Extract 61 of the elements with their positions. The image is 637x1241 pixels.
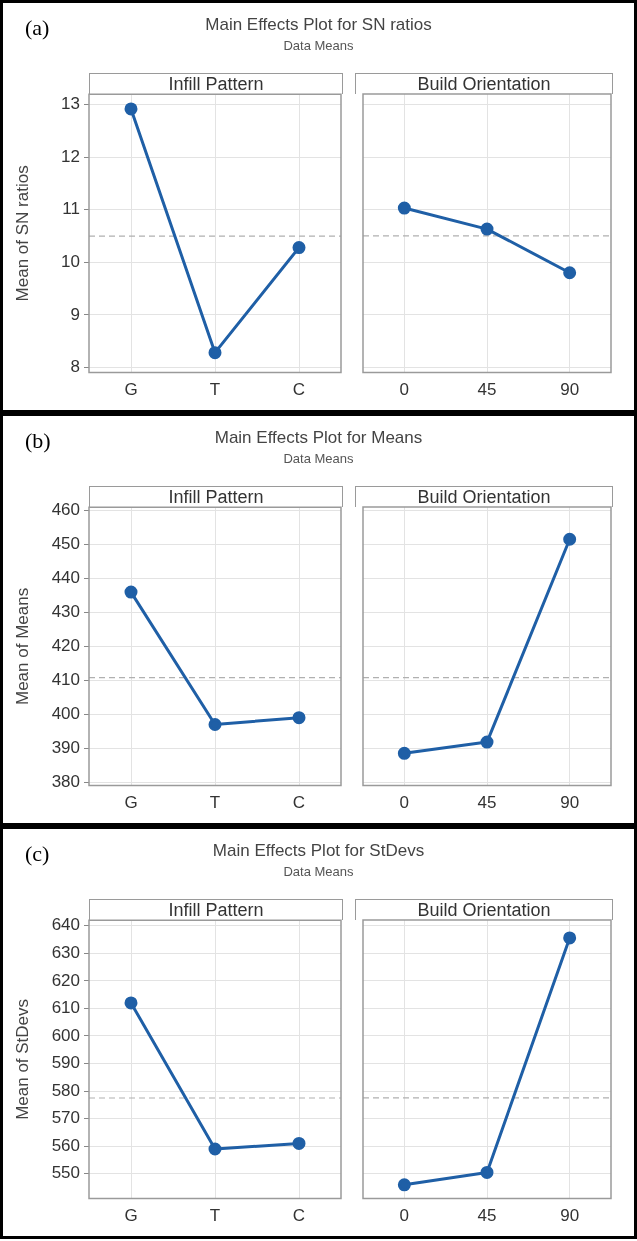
y-tick-label: 590 — [51, 1053, 80, 1073]
y-tick-label: 610 — [51, 998, 80, 1018]
x-tick-label: 90 — [560, 1206, 580, 1226]
y-tick-label: 600 — [51, 1025, 80, 1045]
y-tick-label: 9 — [70, 304, 80, 324]
y-axis-title: Mean of Means — [12, 587, 32, 705]
x-tick-label: 90 — [560, 380, 580, 400]
y-axis-title: Mean of SN ratios — [12, 165, 32, 302]
y-tick-label: 580 — [51, 1080, 80, 1100]
y-tick-label: 13 — [61, 94, 80, 114]
x-tick-label: 0 — [399, 1206, 410, 1226]
y-tick-label: 620 — [51, 970, 80, 990]
x-axis-title: Build Orientation — [355, 899, 613, 920]
y-tick-label: 560 — [51, 1135, 80, 1155]
x-tick-label: T — [209, 380, 221, 400]
x-tick-label: C — [292, 380, 306, 400]
y-tick-label: 460 — [51, 500, 80, 520]
text: (c) — [25, 841, 50, 867]
y-tick-label: 8 — [70, 357, 80, 377]
x-axis-title: Build Orientation — [355, 486, 613, 507]
chart-subtitle: Data Means — [283, 38, 354, 53]
y-tick-label: 420 — [51, 636, 80, 656]
x-tick-label: G — [124, 1206, 138, 1226]
x-axis-title: Infill Pattern — [89, 73, 343, 94]
x-axis-title: Infill Pattern — [89, 899, 343, 920]
x-tick-label: 45 — [477, 1206, 497, 1226]
y-tick-label: 380 — [51, 771, 80, 791]
y-tick-label: 390 — [51, 737, 80, 757]
y-tick-label: 450 — [51, 534, 80, 554]
y-tick-label: 12 — [61, 146, 80, 166]
y-tick-label: 550 — [51, 1163, 80, 1183]
y-tick-label: 410 — [51, 670, 80, 690]
y-axis-title: Mean of StDevs — [12, 998, 32, 1120]
chart-title: Main Effects Plot for StDevs — [212, 841, 425, 860]
x-tick-label: C — [292, 1206, 306, 1226]
chart-subtitle: Data Means — [283, 864, 354, 879]
y-tick-label: 400 — [51, 703, 80, 723]
x-tick-label: T — [209, 793, 221, 813]
y-tick-label: 630 — [51, 942, 80, 962]
x-tick-label: G — [124, 793, 138, 813]
y-tick-label: 570 — [51, 1108, 80, 1128]
y-tick-label: 11 — [62, 199, 80, 219]
y-tick-label: 10 — [61, 251, 80, 271]
chart-subtitle: Data Means — [283, 451, 354, 466]
x-tick-label: 0 — [399, 380, 410, 400]
x-axis-title: Infill Pattern — [89, 486, 343, 507]
x-tick-label: T — [209, 1206, 221, 1226]
x-tick-label: C — [292, 793, 306, 813]
x-tick-label: 45 — [477, 793, 497, 813]
x-tick-label: 0 — [399, 793, 410, 813]
text: (a) — [25, 15, 50, 41]
y-tick-label: 430 — [51, 602, 80, 622]
x-tick-label: G — [124, 380, 138, 400]
y-tick-label: 640 — [51, 915, 80, 935]
y-tick-label: 440 — [51, 568, 80, 588]
chart-title: Main Effects Plot for Means — [214, 428, 423, 447]
chart-title: Main Effects Plot for SN ratios — [205, 15, 432, 34]
x-tick-label: 90 — [560, 793, 580, 813]
text: (b) — [25, 428, 51, 454]
x-axis-title: Build Orientation — [355, 73, 613, 94]
x-tick-label: 45 — [477, 380, 497, 400]
